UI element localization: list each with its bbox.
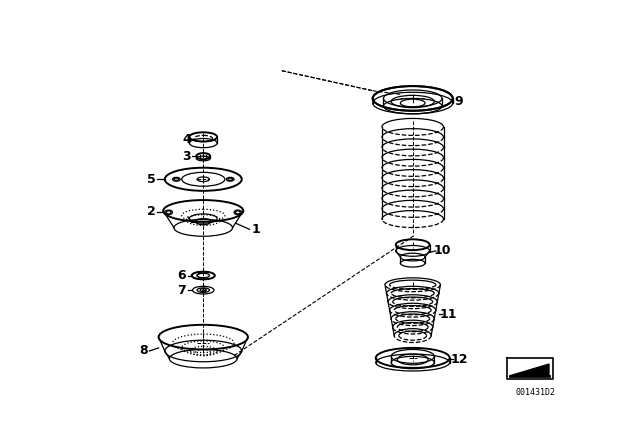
Polygon shape bbox=[511, 364, 549, 375]
Text: 5: 5 bbox=[147, 173, 156, 186]
Text: 2: 2 bbox=[147, 205, 156, 218]
Text: 7: 7 bbox=[177, 284, 186, 297]
Text: 001431D2: 001431D2 bbox=[516, 388, 556, 397]
Text: 11: 11 bbox=[440, 307, 457, 320]
Text: 6: 6 bbox=[177, 269, 186, 282]
Text: 12: 12 bbox=[450, 353, 468, 366]
Text: 9: 9 bbox=[454, 95, 463, 108]
Text: 3: 3 bbox=[182, 150, 191, 163]
Text: 10: 10 bbox=[433, 244, 451, 258]
Text: 1: 1 bbox=[252, 223, 260, 236]
Text: 8: 8 bbox=[139, 345, 147, 358]
Text: 4: 4 bbox=[182, 133, 191, 146]
